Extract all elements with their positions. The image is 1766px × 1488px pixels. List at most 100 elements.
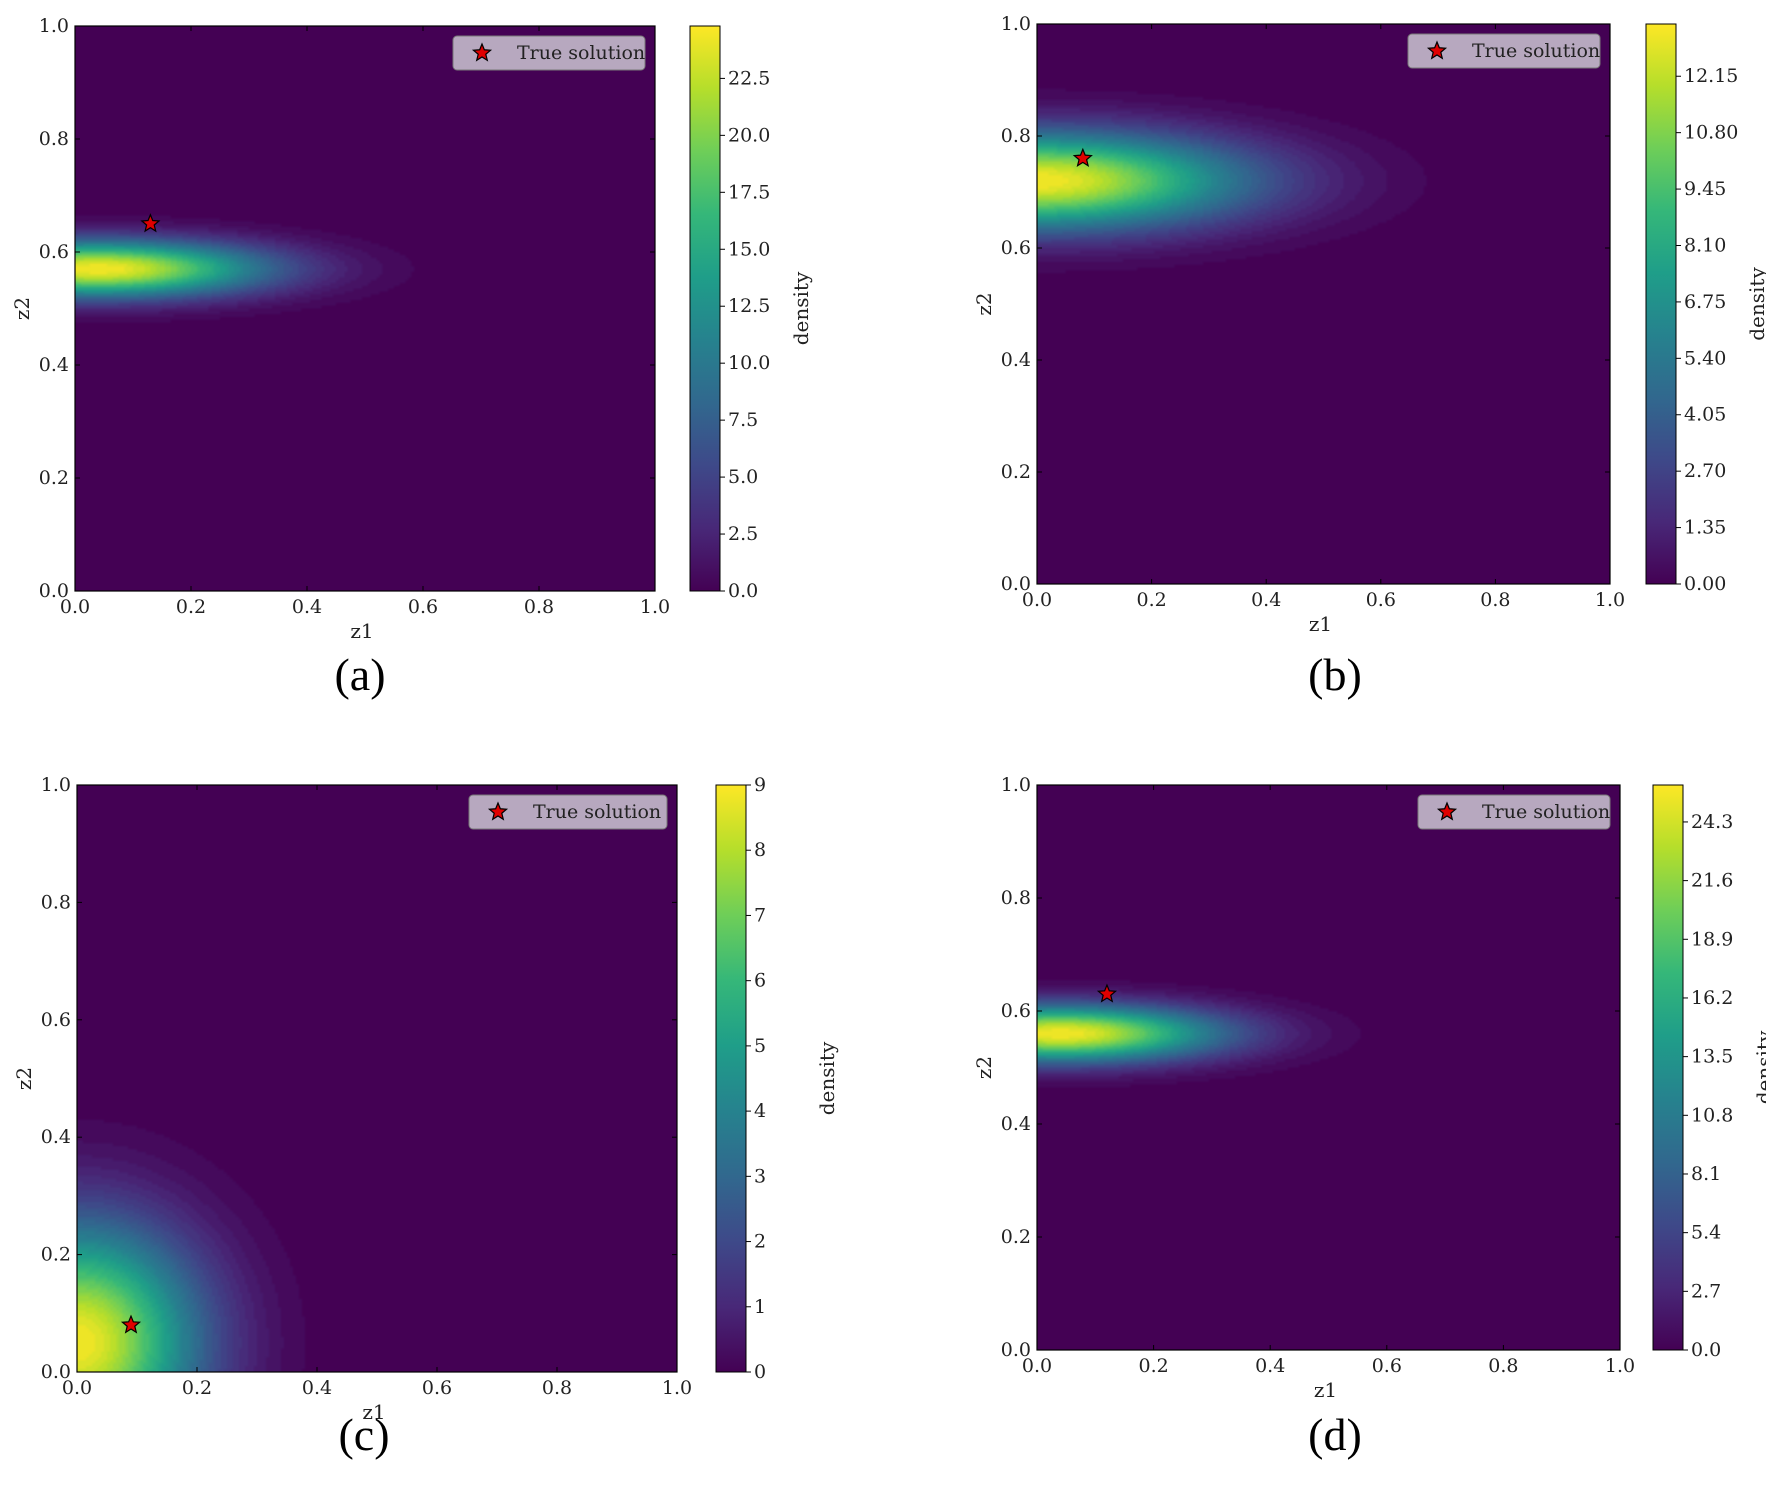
y-tick-label: 0.8: [41, 891, 71, 913]
chart-panel-1: 0.0 0.2 0.4 0.6 0.8 1.0 0.0 0.2 0.4 0.6 0.8 1.0 z1 z2…: [972, 13, 1766, 700]
y-tick-label: 0.8: [1001, 125, 1031, 147]
x-axis-label: z1: [1309, 612, 1332, 636]
colorbar: 0.0 2.7 5.4 8.1 10.8 13.5 16.2 18.9 21.6 24.3 dens…: [1652, 784, 1766, 1361]
legend-label: True solution: [533, 801, 661, 823]
x-tick-label: 0.8: [1488, 1355, 1518, 1377]
colorbar-tick-label: 2.5: [728, 523, 758, 545]
y-tick-label: 0.4: [39, 354, 69, 376]
true-solution-marker: [140, 213, 161, 233]
colorbar-tick-label: 18.9: [1691, 928, 1733, 950]
density-heatmap: [1037, 785, 1620, 1350]
colorbar-tick-label: 5: [754, 1035, 766, 1057]
legend: True solution: [1417, 794, 1611, 830]
plot-frame: [1036, 23, 1611, 585]
y-tick-label: 1.0: [39, 15, 69, 37]
y-tick-label: 1.0: [41, 774, 71, 796]
chart-panel-3: 0.0 0.2 0.4 0.6 0.8 1.0 0.0 0.2 0.4 0.6 0.8 1.0 z1 z2…: [972, 774, 1766, 1460]
colorbar-label: density: [789, 271, 813, 345]
x-tick-label: 0.0: [62, 1377, 92, 1399]
y-tick-label: 0.0: [1001, 573, 1031, 595]
legend-star-icon: [471, 42, 493, 62]
y-tick-label: 0.4: [1001, 1113, 1031, 1135]
colorbar: 0.00 1.35 2.70 4.05 5.40 6.75 8.10 9.45 10.80 12.…: [1645, 23, 1766, 595]
colorbar-tick-label: 2.70: [1684, 460, 1726, 482]
legend-label: True solution: [1482, 801, 1610, 823]
y-tick-label: 0.8: [39, 128, 69, 150]
colorbar-tick-label: 9.45: [1684, 178, 1726, 200]
legend-box: [1407, 33, 1601, 69]
x-tick-label: 0.6: [422, 1377, 452, 1399]
legend: True solution: [452, 35, 646, 71]
y-tick-label: 0.6: [39, 241, 69, 263]
colorbar-tick-label: 10.80: [1684, 122, 1738, 144]
panel-caption: (a): [334, 649, 385, 700]
colorbar-tick-label: 2: [754, 1231, 766, 1253]
x-axis-label: z1: [350, 619, 373, 643]
colorbar-tick-label: 0: [754, 1361, 766, 1383]
colorbar-tick-label: 24.3: [1691, 811, 1733, 833]
x-tick-label: 0.6: [1366, 589, 1396, 611]
colorbar-tick-label: 10.8: [1691, 1104, 1733, 1126]
colorbar-label: density: [1752, 1030, 1766, 1104]
true-solution-marker: [120, 1314, 142, 1334]
colorbar-tick-label: 3: [754, 1165, 766, 1187]
colorbar-label: density: [815, 1041, 839, 1115]
x-axis-label: z1: [362, 1400, 385, 1424]
x-tick-label: 0.4: [292, 596, 322, 618]
y-tick-label: 0.6: [1001, 237, 1031, 259]
colorbar-tick-label: 1.35: [1684, 517, 1726, 539]
legend: True solution: [1407, 33, 1601, 69]
x-tick-label: 0.2: [182, 1377, 212, 1399]
legend-star-icon: [1436, 801, 1458, 821]
colorbar-tick-label: 8.1: [1691, 1163, 1721, 1185]
colorbar-tick-label: 16.2: [1691, 987, 1733, 1009]
x-tick-label: 0.0: [60, 596, 90, 618]
colorbar-tick-label: 0.0: [1691, 1339, 1721, 1361]
panel-caption: (d): [1308, 1409, 1362, 1460]
y-tick-label: 0.2: [39, 467, 69, 489]
colorbar-tick-label: 0.0: [728, 580, 758, 602]
x-tick-label: 0.6: [1372, 1355, 1402, 1377]
density-heatmap: [75, 26, 655, 591]
y-tick-label: 0.8: [1001, 887, 1031, 909]
colorbar-tick-label: 6.75: [1684, 291, 1726, 313]
y-axis-label: z2: [972, 292, 996, 315]
legend-box: [1417, 794, 1611, 830]
colorbar-tick-label: 15.0: [728, 238, 770, 260]
y-tick-label: 0.2: [1001, 1226, 1031, 1248]
y-tick-label: 0.0: [41, 1361, 71, 1383]
colorbar-tick-label: 5.0: [728, 466, 758, 488]
panel-caption: (c): [338, 1409, 389, 1460]
colorbar-gradient: [689, 25, 721, 592]
legend-box: [452, 35, 646, 71]
colorbar-tick-label: 5.40: [1684, 347, 1726, 369]
plot-frame: [1036, 784, 1621, 1351]
plot-frame: [76, 784, 678, 1373]
panel-caption: (b): [1308, 649, 1362, 700]
colorbar-tick-label: 7: [754, 904, 766, 926]
x-tick-label: 0.8: [1480, 589, 1510, 611]
colorbar: 0.0 2.5 5.0 7.5 10.0 12.5 15.0 17.5 20.0 22.5 dens…: [689, 25, 813, 602]
colorbar-gradient: [1652, 784, 1684, 1351]
colorbar-tick-label: 12.5: [728, 295, 770, 317]
legend-box: [468, 794, 668, 830]
colorbar-tick-label: 0.00: [1684, 573, 1726, 595]
x-tick-label: 0.0: [1022, 1355, 1052, 1377]
y-tick-label: 0.2: [1001, 461, 1031, 483]
colorbar-tick-label: 1: [754, 1296, 766, 1318]
y-tick-label: 1.0: [1001, 774, 1031, 796]
colorbar-tick-label: 6: [754, 970, 766, 992]
colorbar-label: density: [1745, 267, 1766, 341]
x-tick-label: 1.0: [662, 1377, 692, 1399]
colorbar-tick-label: 4.05: [1684, 404, 1726, 426]
y-tick-label: 0.0: [39, 580, 69, 602]
true-solution-marker: [1072, 147, 1093, 167]
density-heatmap: [77, 785, 677, 1372]
x-tick-label: 0.4: [1251, 589, 1281, 611]
colorbar-gradient: [715, 784, 747, 1373]
x-tick-label: 0.0: [1022, 589, 1052, 611]
colorbar-tick-label: 10.0: [728, 352, 770, 374]
x-tick-label: 0.8: [542, 1377, 572, 1399]
x-tick-label: 0.6: [408, 596, 438, 618]
colorbar-tick-label: 7.5: [728, 409, 758, 431]
